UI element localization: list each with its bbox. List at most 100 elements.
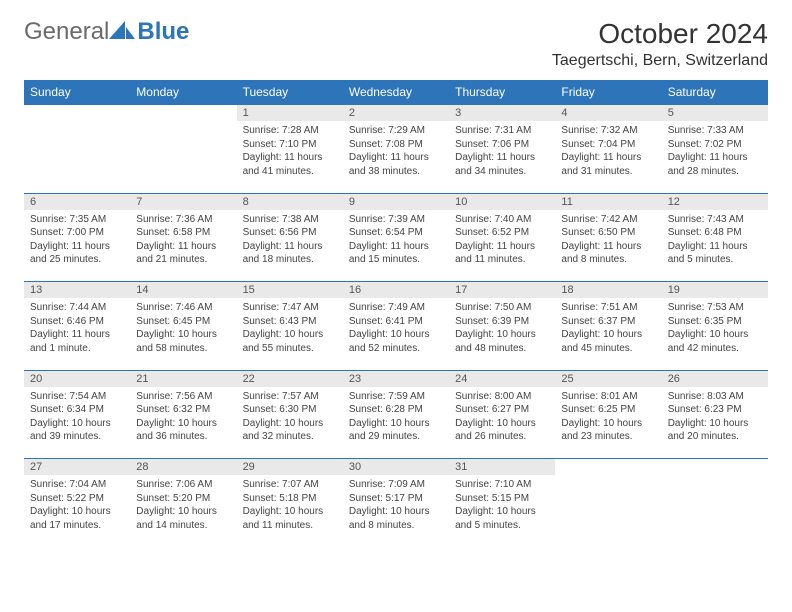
- sunset-text: Sunset: 5:20 PM: [136, 492, 230, 506]
- sunset-text: Sunset: 6:27 PM: [455, 403, 549, 417]
- day-info-cell: Sunrise: 7:42 AMSunset: 6:50 PMDaylight:…: [555, 210, 661, 282]
- sunset-text: Sunset: 6:45 PM: [136, 315, 230, 329]
- day-header: Friday: [555, 80, 661, 105]
- location: Taegertschi, Bern, Switzerland: [552, 52, 768, 70]
- sunrise-text: Sunrise: 7:46 AM: [136, 301, 230, 315]
- daylight-text: Daylight: 10 hours and 39 minutes.: [30, 417, 124, 444]
- month-title: October 2024: [552, 18, 768, 50]
- daylight-text: Daylight: 11 hours and 8 minutes.: [561, 240, 655, 267]
- info-row: Sunrise: 7:28 AMSunset: 7:10 PMDaylight:…: [24, 121, 768, 193]
- day-header: Wednesday: [343, 80, 449, 105]
- day-info-cell: Sunrise: 7:50 AMSunset: 6:39 PMDaylight:…: [449, 298, 555, 370]
- sunrise-text: Sunrise: 7:10 AM: [455, 478, 549, 492]
- day-info-cell: Sunrise: 8:00 AMSunset: 6:27 PMDaylight:…: [449, 387, 555, 459]
- daylight-text: Daylight: 10 hours and 23 minutes.: [561, 417, 655, 444]
- sunrise-text: Sunrise: 7:44 AM: [30, 301, 124, 315]
- daylight-text: Daylight: 10 hours and 11 minutes.: [243, 505, 337, 532]
- day-number-cell: 28: [130, 459, 236, 476]
- day-number-cell: 29: [237, 459, 343, 476]
- sunset-text: Sunset: 6:34 PM: [30, 403, 124, 417]
- daylight-text: Daylight: 10 hours and 58 minutes.: [136, 328, 230, 355]
- calendar-table: Sunday Monday Tuesday Wednesday Thursday…: [24, 80, 768, 547]
- daylight-text: Daylight: 10 hours and 32 minutes.: [243, 417, 337, 444]
- day-number-cell: 20: [24, 370, 130, 387]
- day-info-cell: Sunrise: 7:09 AMSunset: 5:17 PMDaylight:…: [343, 475, 449, 547]
- daylight-text: Daylight: 11 hours and 1 minute.: [30, 328, 124, 355]
- daylight-text: Daylight: 10 hours and 55 minutes.: [243, 328, 337, 355]
- day-info-cell: Sunrise: 7:31 AMSunset: 7:06 PMDaylight:…: [449, 121, 555, 193]
- sunrise-text: Sunrise: 8:00 AM: [455, 390, 549, 404]
- daylight-text: Daylight: 11 hours and 31 minutes.: [561, 151, 655, 178]
- day-number-cell: 11: [555, 193, 661, 210]
- day-number-cell: 2: [343, 105, 449, 122]
- daylight-text: Daylight: 10 hours and 17 minutes.: [30, 505, 124, 532]
- daylight-text: Daylight: 11 hours and 28 minutes.: [668, 151, 762, 178]
- sunset-text: Sunset: 6:30 PM: [243, 403, 337, 417]
- day-info-cell: Sunrise: 7:06 AMSunset: 5:20 PMDaylight:…: [130, 475, 236, 547]
- day-info-cell: [662, 475, 768, 547]
- daylight-text: Daylight: 10 hours and 29 minutes.: [349, 417, 443, 444]
- day-header: Tuesday: [237, 80, 343, 105]
- info-row: Sunrise: 7:44 AMSunset: 6:46 PMDaylight:…: [24, 298, 768, 370]
- day-info-cell: Sunrise: 7:29 AMSunset: 7:08 PMDaylight:…: [343, 121, 449, 193]
- daynum-row: 20212223242526: [24, 370, 768, 387]
- day-info-cell: Sunrise: 7:04 AMSunset: 5:22 PMDaylight:…: [24, 475, 130, 547]
- sunset-text: Sunset: 6:35 PM: [668, 315, 762, 329]
- day-info-cell: Sunrise: 8:01 AMSunset: 6:25 PMDaylight:…: [555, 387, 661, 459]
- sunrise-text: Sunrise: 7:36 AM: [136, 213, 230, 227]
- sunrise-text: Sunrise: 7:59 AM: [349, 390, 443, 404]
- daynum-row: 12345: [24, 105, 768, 122]
- sunset-text: Sunset: 6:28 PM: [349, 403, 443, 417]
- day-number-cell: 25: [555, 370, 661, 387]
- sunset-text: Sunset: 7:02 PM: [668, 138, 762, 152]
- day-number-cell: 3: [449, 105, 555, 122]
- sunset-text: Sunset: 6:43 PM: [243, 315, 337, 329]
- sunrise-text: Sunrise: 8:01 AM: [561, 390, 655, 404]
- day-info-cell: Sunrise: 7:33 AMSunset: 7:02 PMDaylight:…: [662, 121, 768, 193]
- sunset-text: Sunset: 7:04 PM: [561, 138, 655, 152]
- day-info-cell: Sunrise: 7:51 AMSunset: 6:37 PMDaylight:…: [555, 298, 661, 370]
- daylight-text: Daylight: 11 hours and 41 minutes.: [243, 151, 337, 178]
- day-number-cell: 21: [130, 370, 236, 387]
- daylight-text: Daylight: 11 hours and 21 minutes.: [136, 240, 230, 267]
- logo: General Blue: [24, 18, 189, 46]
- sunrise-text: Sunrise: 7:57 AM: [243, 390, 337, 404]
- day-info-cell: Sunrise: 8:03 AMSunset: 6:23 PMDaylight:…: [662, 387, 768, 459]
- day-info-cell: Sunrise: 7:36 AMSunset: 6:58 PMDaylight:…: [130, 210, 236, 282]
- sunrise-text: Sunrise: 7:38 AM: [243, 213, 337, 227]
- day-header: Monday: [130, 80, 236, 105]
- day-info-cell: Sunrise: 7:28 AMSunset: 7:10 PMDaylight:…: [237, 121, 343, 193]
- daylight-text: Daylight: 10 hours and 20 minutes.: [668, 417, 762, 444]
- daylight-text: Daylight: 10 hours and 48 minutes.: [455, 328, 549, 355]
- sunset-text: Sunset: 6:46 PM: [30, 315, 124, 329]
- day-number-cell: 27: [24, 459, 130, 476]
- sunset-text: Sunset: 5:18 PM: [243, 492, 337, 506]
- day-number-cell: 9: [343, 193, 449, 210]
- day-number-cell: 17: [449, 282, 555, 299]
- header: General Blue October 2024 Taegertschi, B…: [24, 18, 768, 70]
- day-number-cell: 16: [343, 282, 449, 299]
- day-info-cell: Sunrise: 7:53 AMSunset: 6:35 PMDaylight:…: [662, 298, 768, 370]
- sunrise-text: Sunrise: 7:09 AM: [349, 478, 443, 492]
- day-number-cell: 7: [130, 193, 236, 210]
- day-info-cell: Sunrise: 7:56 AMSunset: 6:32 PMDaylight:…: [130, 387, 236, 459]
- info-row: Sunrise: 7:35 AMSunset: 7:00 PMDaylight:…: [24, 210, 768, 282]
- daylight-text: Daylight: 11 hours and 38 minutes.: [349, 151, 443, 178]
- day-number-cell: 23: [343, 370, 449, 387]
- day-info-cell: Sunrise: 7:44 AMSunset: 6:46 PMDaylight:…: [24, 298, 130, 370]
- sunset-text: Sunset: 6:23 PM: [668, 403, 762, 417]
- day-info-cell: [555, 475, 661, 547]
- sunset-text: Sunset: 6:39 PM: [455, 315, 549, 329]
- day-info-cell: Sunrise: 7:59 AMSunset: 6:28 PMDaylight:…: [343, 387, 449, 459]
- logo-text-blue: Blue: [137, 18, 189, 46]
- day-info-cell: [24, 121, 130, 193]
- sunset-text: Sunset: 7:06 PM: [455, 138, 549, 152]
- day-number-cell: [130, 105, 236, 122]
- sunset-text: Sunset: 5:22 PM: [30, 492, 124, 506]
- day-number-cell: 1: [237, 105, 343, 122]
- sunrise-text: Sunrise: 7:42 AM: [561, 213, 655, 227]
- daylight-text: Daylight: 10 hours and 8 minutes.: [349, 505, 443, 532]
- day-info-cell: Sunrise: 7:43 AMSunset: 6:48 PMDaylight:…: [662, 210, 768, 282]
- day-info-cell: Sunrise: 7:38 AMSunset: 6:56 PMDaylight:…: [237, 210, 343, 282]
- sunset-text: Sunset: 6:25 PM: [561, 403, 655, 417]
